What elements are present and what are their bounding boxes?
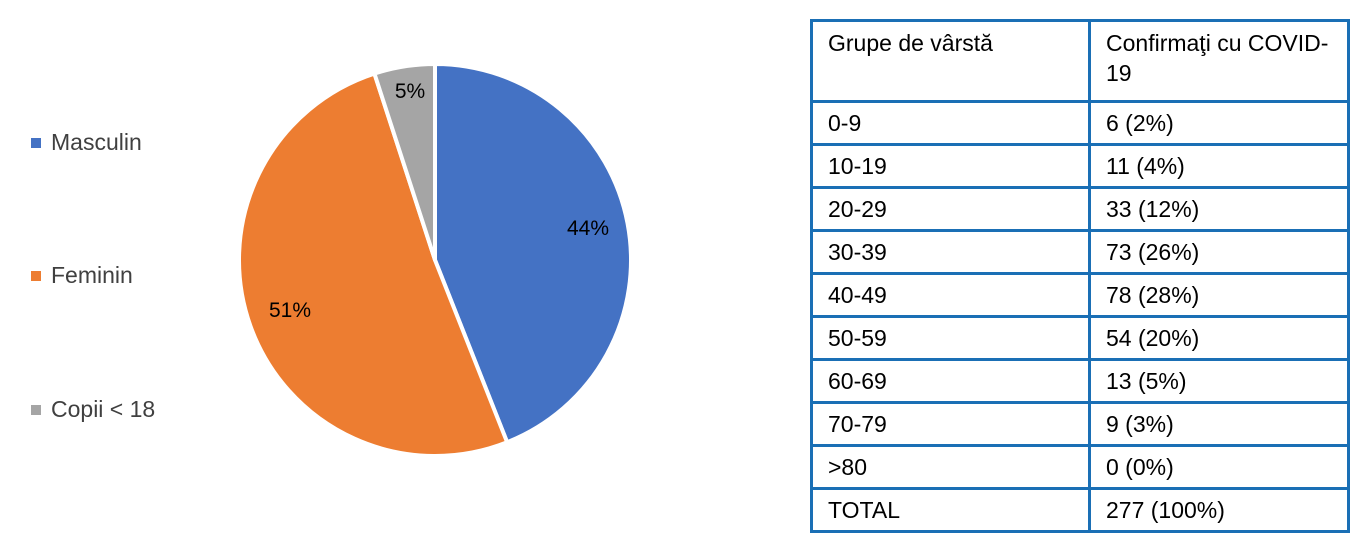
table-row: >80 0 (0%) bbox=[810, 444, 1350, 490]
confirmed-cell: 6 (2%) bbox=[1088, 100, 1350, 146]
legend-swatch bbox=[31, 137, 41, 148]
table-row: 30-39 73 (26%) bbox=[810, 229, 1350, 275]
confirmed-cell: 9 (3%) bbox=[1088, 401, 1350, 447]
age-group-cell: 40-49 bbox=[810, 272, 1091, 318]
pie-data-label: 44% bbox=[567, 217, 609, 240]
confirmed-cell: 33 (12%) bbox=[1088, 186, 1350, 232]
age-group-cell: 10-19 bbox=[810, 143, 1091, 189]
table-row: 0-9 6 (2%) bbox=[810, 100, 1350, 146]
header-confirmed: Confirmaţi cu COVID-19 bbox=[1088, 19, 1350, 103]
confirmed-cell: 11 (4%) bbox=[1088, 143, 1350, 189]
confirmed-cell: 78 (28%) bbox=[1088, 272, 1350, 318]
age-group-cell: 60-69 bbox=[810, 358, 1091, 404]
table-row: TOTAL 277 (100%) bbox=[810, 487, 1350, 533]
legend-swatch bbox=[31, 270, 41, 281]
table-row: 10-19 11 (4%) bbox=[810, 143, 1350, 189]
table-header-row: Grupe de vârstă Confirmaţi cu COVID-19 bbox=[810, 19, 1350, 103]
age-group-cell: 30-39 bbox=[810, 229, 1091, 275]
table-row: 40-49 78 (28%) bbox=[810, 272, 1350, 318]
pie-slice-copii-18 bbox=[372, 62, 437, 262]
confirmed-cell: 54 (20%) bbox=[1088, 315, 1350, 361]
age-group-cell: 0-9 bbox=[810, 100, 1091, 146]
pie-slice-feminin bbox=[237, 71, 510, 458]
confirmed-cell: 0 (0%) bbox=[1088, 444, 1350, 490]
header-age-group: Grupe de vârstă bbox=[810, 19, 1091, 103]
pie-slice-masculin bbox=[433, 62, 633, 445]
confirmed-cell: 13 (5%) bbox=[1088, 358, 1350, 404]
legend-label: Feminin bbox=[51, 262, 133, 288]
pie-data-label: 5% bbox=[395, 80, 425, 103]
pie-data-label: 51% bbox=[269, 299, 311, 322]
age-group-cell: 70-79 bbox=[810, 401, 1091, 447]
age-group-cell: 20-29 bbox=[810, 186, 1091, 232]
legend-swatch bbox=[31, 404, 41, 415]
age-group-cell: 50-59 bbox=[810, 315, 1091, 361]
legend-label: Copii < 18 bbox=[51, 396, 156, 422]
pie-chart: 44% 51% 5% bbox=[237, 62, 633, 458]
age-group-table: Grupe de vârstă Confirmaţi cu COVID-19 0… bbox=[810, 19, 1350, 533]
age-group-cell: >80 bbox=[810, 444, 1091, 490]
legend-item: Copii < 18 bbox=[31, 396, 155, 423]
table-row: 20-29 33 (12%) bbox=[810, 186, 1350, 232]
legend-item: Feminin bbox=[31, 262, 133, 289]
table-row: 50-59 54 (20%) bbox=[810, 315, 1350, 361]
legend-label: Masculin bbox=[51, 129, 142, 155]
confirmed-cell: 73 (26%) bbox=[1088, 229, 1350, 275]
table-row: 60-69 13 (5%) bbox=[810, 358, 1350, 404]
confirmed-cell: 277 (100%) bbox=[1088, 487, 1350, 533]
age-group-cell: TOTAL bbox=[810, 487, 1091, 533]
table-row: 70-79 9 (3%) bbox=[810, 401, 1350, 447]
legend-item: Masculin bbox=[31, 129, 142, 156]
